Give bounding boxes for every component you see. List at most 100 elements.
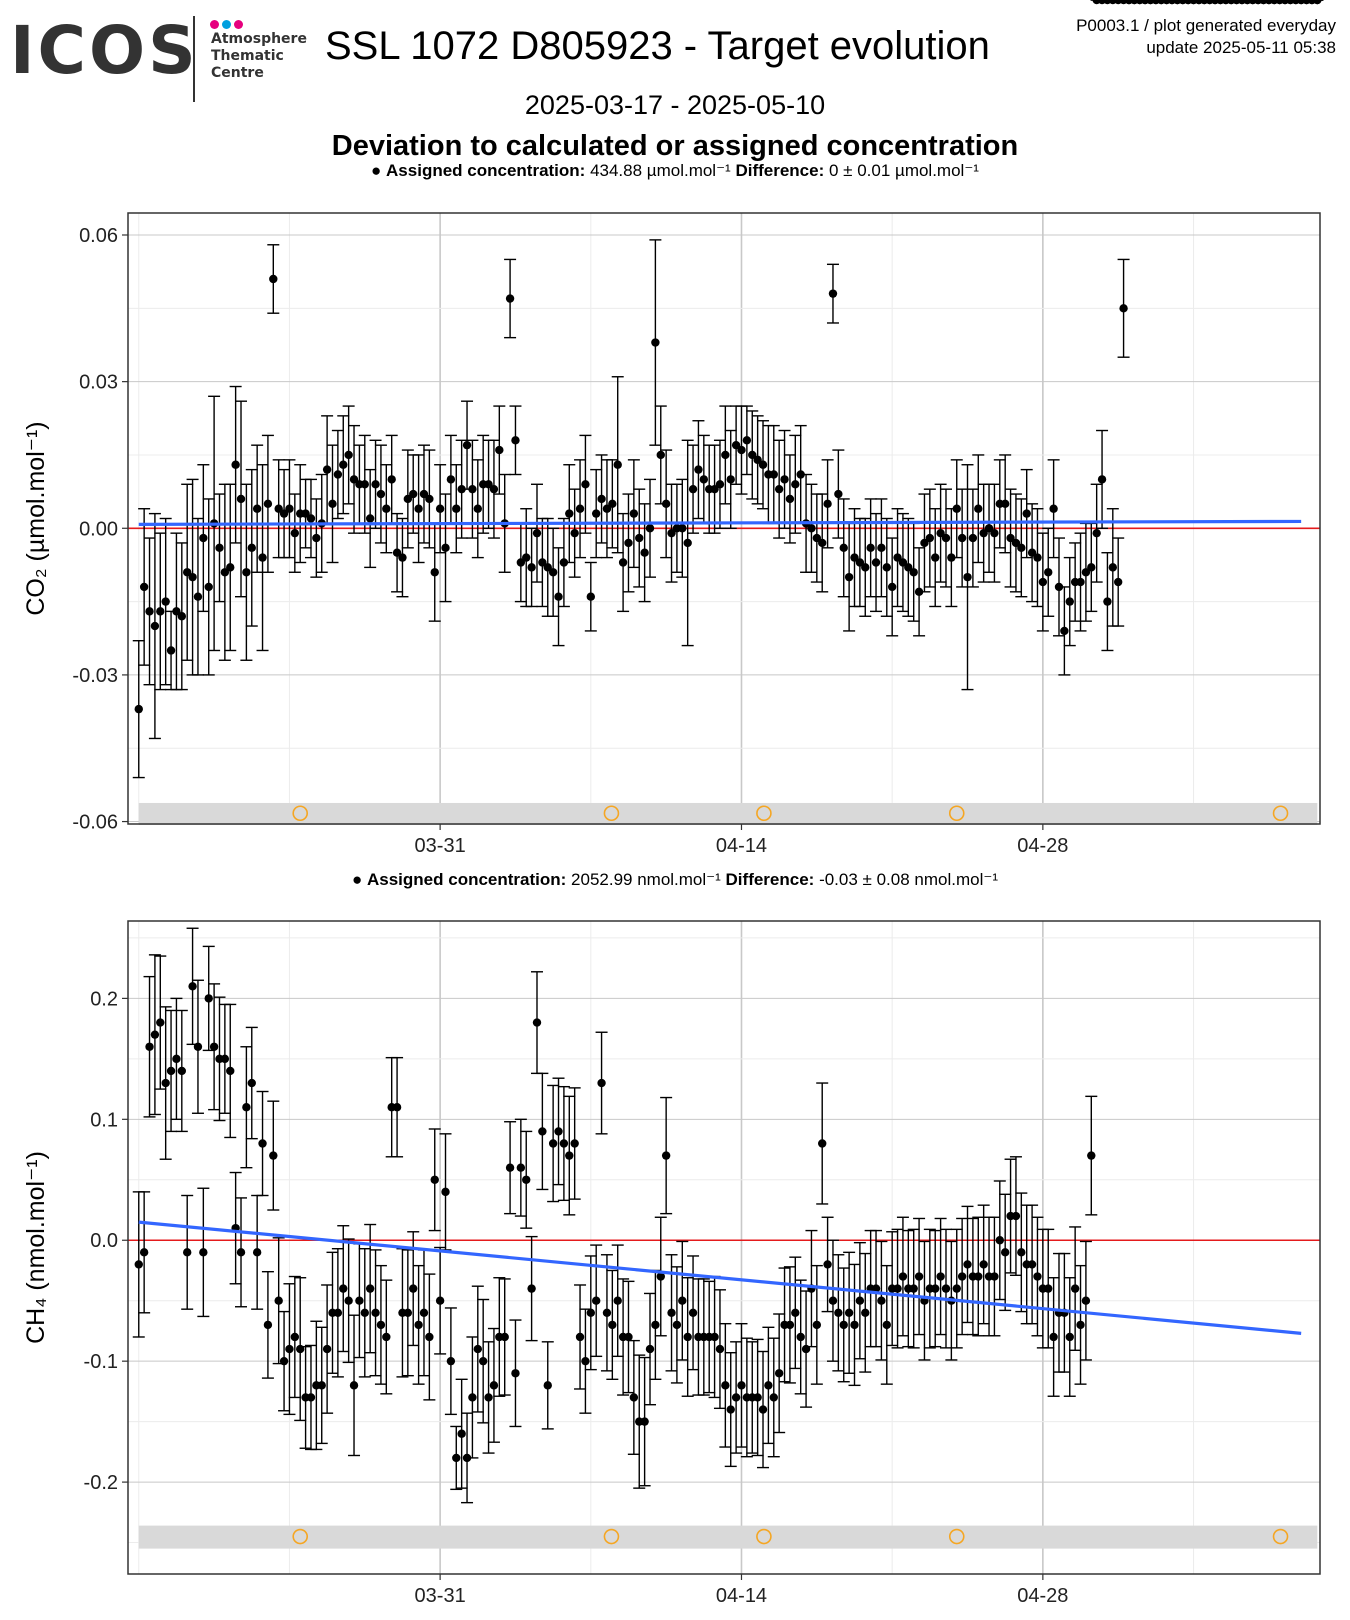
data-point <box>796 470 805 479</box>
data-point <box>877 543 886 553</box>
data-point <box>624 538 633 548</box>
data-point <box>823 1260 832 1269</box>
data-point <box>382 1332 391 1342</box>
data-point <box>984 524 994 533</box>
data-point <box>398 553 407 562</box>
data-point <box>548 568 558 577</box>
data-point <box>715 1344 725 1354</box>
data-point <box>941 1284 951 1293</box>
data-point <box>360 480 369 489</box>
data-point <box>1006 533 1015 543</box>
data-point <box>882 563 891 572</box>
data-point <box>1313 0 1322 5</box>
data-point <box>156 607 165 616</box>
data-point <box>522 553 531 562</box>
data-point <box>1011 538 1021 548</box>
data-point <box>1044 1284 1053 1293</box>
data-point <box>349 1381 359 1390</box>
data-point <box>1070 1284 1080 1293</box>
data-point <box>602 504 612 513</box>
data-point <box>247 1078 256 1088</box>
data-point <box>678 524 687 533</box>
data-point <box>672 1320 682 1330</box>
data-point <box>710 484 719 494</box>
data-point <box>484 480 493 489</box>
data-point <box>409 489 418 499</box>
data-point <box>1087 563 1096 572</box>
data-point <box>258 553 267 562</box>
data-point <box>489 484 499 494</box>
data-point <box>306 1393 316 1402</box>
data-point <box>1119 304 1128 313</box>
data-point <box>774 484 784 494</box>
data-point <box>139 1248 149 1257</box>
data-point <box>161 597 170 606</box>
data-point <box>1092 528 1101 538</box>
data-point <box>322 1344 332 1354</box>
data-point <box>618 558 628 567</box>
data-point <box>855 1296 865 1305</box>
data-point <box>317 1381 326 1390</box>
data-point <box>1049 1332 1058 1342</box>
data-point <box>925 533 935 543</box>
data-point <box>791 480 800 489</box>
y-tick-label: 0.06 <box>79 225 118 247</box>
data-point <box>834 489 843 499</box>
data-point <box>963 572 972 582</box>
data-point <box>1000 499 1010 509</box>
data-point <box>387 475 396 484</box>
generation-meta: P0003.1 / plot generated everyday update… <box>1076 15 1336 59</box>
data-point <box>597 1078 606 1088</box>
data-point <box>861 563 870 572</box>
flagged-marker <box>292 1528 309 1545</box>
data-point <box>457 1429 466 1438</box>
data-point <box>441 1187 450 1197</box>
flagged-marker <box>756 1528 772 1545</box>
y-tick-label: -0.2 <box>84 1472 118 1494</box>
logo-sub-line: Centre <box>211 65 264 81</box>
data-point <box>462 440 472 450</box>
data-point <box>511 436 520 445</box>
data-point <box>586 592 596 601</box>
data-point <box>936 1272 945 1281</box>
data-point <box>263 1320 273 1330</box>
data-point <box>403 1308 413 1318</box>
ch4-panel: ● Assigned concentration: 2052.99 nmol.m… <box>22 0 1324 1607</box>
data-point <box>812 1320 822 1330</box>
data-point <box>258 1139 267 1148</box>
data-point <box>1108 563 1118 572</box>
data-point <box>731 1393 741 1402</box>
data-point <box>774 1369 784 1378</box>
data-point <box>931 1284 940 1293</box>
data-point <box>758 1405 768 1414</box>
data-point <box>204 994 213 1003</box>
data-point <box>150 621 160 631</box>
meta-line: update 2025-05-11 05:38 <box>1146 38 1336 57</box>
data-point <box>419 489 429 499</box>
data-point <box>645 1344 655 1354</box>
flagged-marker <box>756 805 772 822</box>
data-point <box>468 1393 477 1402</box>
data-point <box>656 1272 665 1281</box>
data-point <box>812 533 822 543</box>
data-point <box>570 528 579 538</box>
data-point <box>613 460 622 469</box>
flagged-marker <box>603 805 620 822</box>
data-point <box>252 504 262 513</box>
data-point <box>532 528 542 538</box>
data-point <box>344 450 353 460</box>
data-point <box>290 1332 300 1342</box>
data-point <box>1033 1272 1042 1281</box>
data-point <box>231 460 240 469</box>
data-point <box>974 504 983 513</box>
data-point <box>828 1296 838 1305</box>
data-point <box>554 592 563 601</box>
data-point <box>904 563 913 572</box>
data-point <box>1017 1248 1026 1257</box>
data-point <box>382 504 391 513</box>
data-point <box>166 1066 176 1076</box>
data-point <box>193 1042 203 1051</box>
data-point <box>1081 568 1091 577</box>
data-point <box>150 1030 160 1039</box>
